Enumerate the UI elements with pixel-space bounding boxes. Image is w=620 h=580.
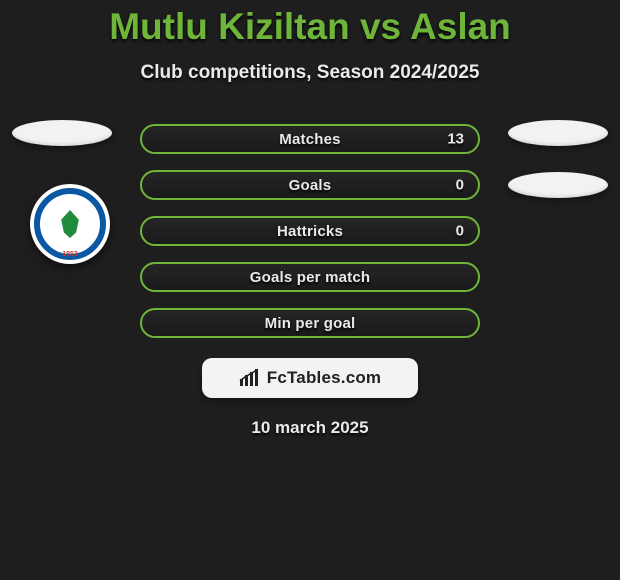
stat-row-goals: Goals 0 bbox=[140, 170, 480, 200]
player-right-placeholder-2 bbox=[508, 172, 608, 198]
page-subtitle: Club competitions, Season 2024/2025 bbox=[0, 62, 620, 84]
stat-right-value: 13 bbox=[447, 131, 464, 148]
comparison-arena: 1953 Matches 13 Goals 0 Hattricks 0 Goal… bbox=[0, 124, 620, 438]
stat-label: Hattricks bbox=[277, 223, 343, 240]
branding-badge: FcTables.com bbox=[202, 358, 418, 398]
player-left-placeholder bbox=[12, 120, 112, 146]
tea-leaf-icon bbox=[59, 210, 81, 238]
badge-year: 1953 bbox=[30, 251, 110, 258]
stat-right-value: 0 bbox=[456, 177, 464, 194]
stat-label: Goals bbox=[289, 177, 332, 194]
player-left-club-badge: 1953 bbox=[30, 184, 110, 264]
page-title: Mutlu Kiziltan vs Aslan bbox=[0, 0, 620, 48]
stat-row-matches: Matches 13 bbox=[140, 124, 480, 154]
chart-icon bbox=[239, 369, 259, 387]
player-right-placeholder-1 bbox=[508, 120, 608, 146]
stats-bars: Matches 13 Goals 0 Hattricks 0 Goals per… bbox=[140, 124, 480, 338]
branding-text: FcTables.com bbox=[267, 368, 382, 388]
stat-row-hattricks: Hattricks 0 bbox=[140, 216, 480, 246]
stat-row-goals-per-match: Goals per match bbox=[140, 262, 480, 292]
stat-row-min-per-goal: Min per goal bbox=[140, 308, 480, 338]
stat-right-value: 0 bbox=[456, 223, 464, 240]
stat-label: Min per goal bbox=[265, 315, 356, 332]
footer-date: 10 march 2025 bbox=[0, 418, 620, 438]
stat-label: Matches bbox=[279, 131, 340, 148]
stat-label: Goals per match bbox=[250, 269, 371, 286]
badge-inner bbox=[48, 202, 92, 246]
